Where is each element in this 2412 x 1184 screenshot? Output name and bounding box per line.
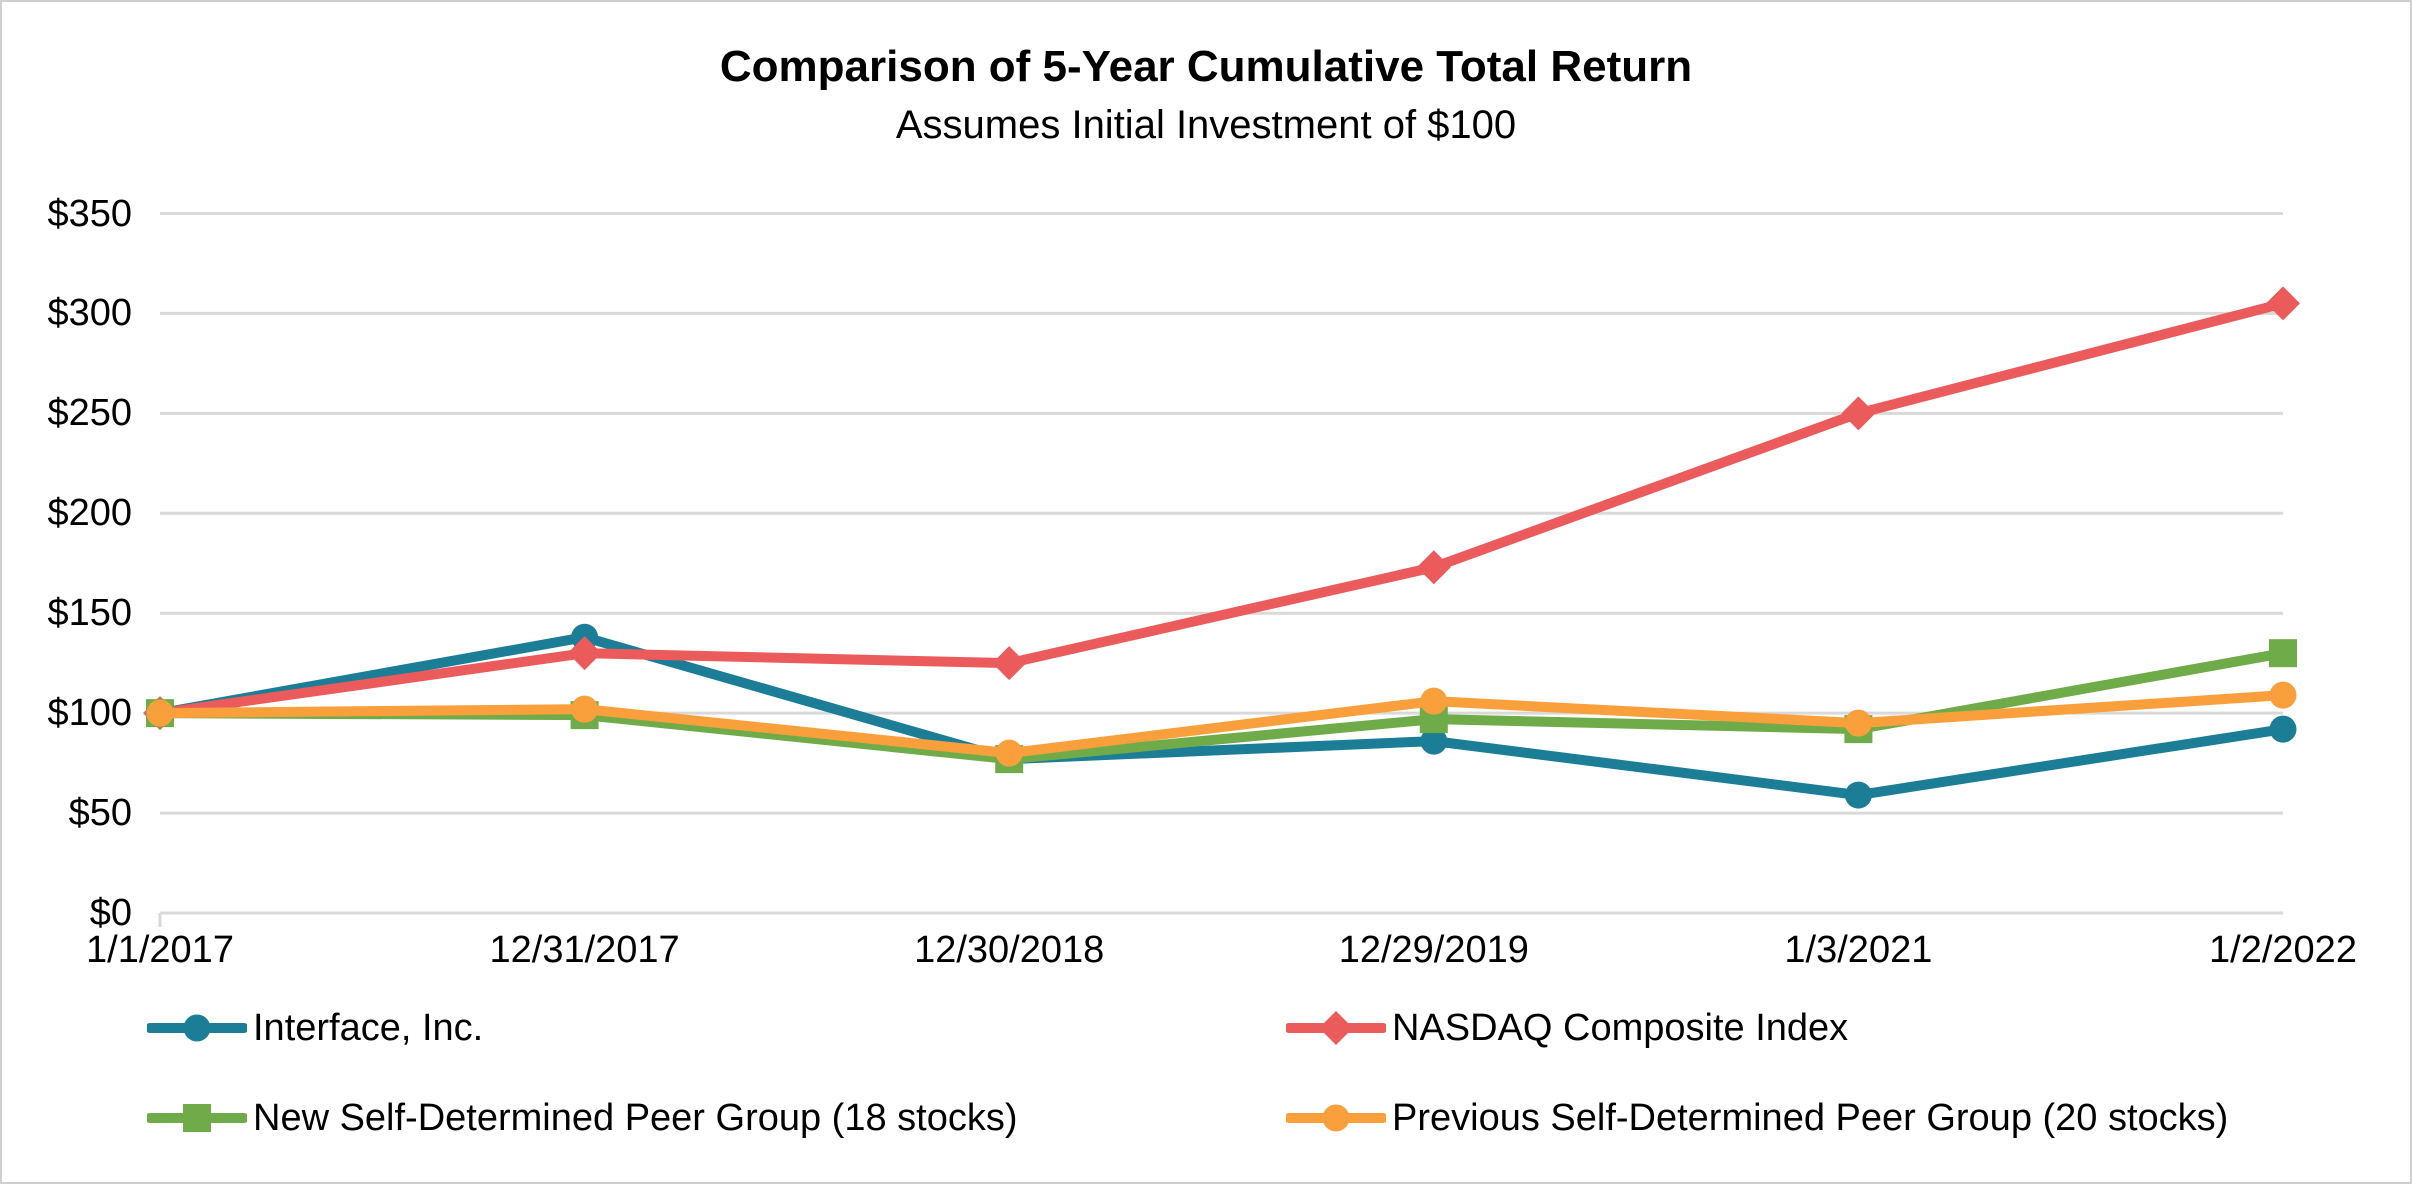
y-axis-tick-label: $50 bbox=[68, 792, 132, 835]
y-axis-tick-label: $250 bbox=[47, 392, 132, 435]
x-axis-tick-label: 1/2/2022 bbox=[2209, 929, 2357, 971]
y-axis-tick-label: $150 bbox=[47, 592, 132, 635]
y-axis-tick-label: $350 bbox=[47, 192, 132, 235]
y-axis-tick-label: $0 bbox=[89, 892, 132, 934]
legend-diamond-marker-icon bbox=[1286, 1011, 1386, 1045]
legend-square-marker-icon bbox=[147, 1104, 247, 1132]
x-axis-tick-label: 12/29/2019 bbox=[1338, 929, 1529, 971]
legend-circle-marker-icon bbox=[147, 1014, 247, 1042]
legend-item-new-peer-group: New Self-Determined Peer Group (18 stock… bbox=[147, 1096, 1018, 1140]
legend-item-nasdaq: NASDAQ Composite Index bbox=[1286, 1006, 1848, 1050]
y-axis-tick-label: $100 bbox=[47, 692, 132, 735]
legend-item-previous-peer-group: Previous Self-Determined Peer Group (20 … bbox=[1286, 1096, 2228, 1140]
legend-label: NASDAQ Composite Index bbox=[1392, 1007, 1849, 1049]
legend-item-interface: Interface, Inc. bbox=[147, 1006, 483, 1050]
chart-title: Comparison of 5-Year Cumulative Total Re… bbox=[719, 42, 1693, 91]
x-axis-tick-label: 1/3/2021 bbox=[1784, 929, 1933, 971]
x-axis-tick-label: 12/30/2018 bbox=[914, 929, 1105, 971]
y-axis-tick-label: $300 bbox=[47, 292, 132, 335]
legend-label: Interface, Inc. bbox=[253, 1007, 484, 1049]
x-axis-tick-label: 1/1/2017 bbox=[86, 929, 234, 971]
x-axis-tick-label: 12/31/2017 bbox=[489, 929, 680, 971]
legend-circle-marker-icon bbox=[1286, 1104, 1386, 1132]
y-axis-tick-label: $200 bbox=[47, 492, 132, 535]
legend-label: New Self-Determined Peer Group (18 stock… bbox=[253, 1097, 1018, 1139]
chart-subtitle: Assumes Initial Investment of $100 bbox=[895, 103, 1517, 147]
legend-label: Previous Self-Determined Peer Group (20 … bbox=[1392, 1097, 2229, 1139]
